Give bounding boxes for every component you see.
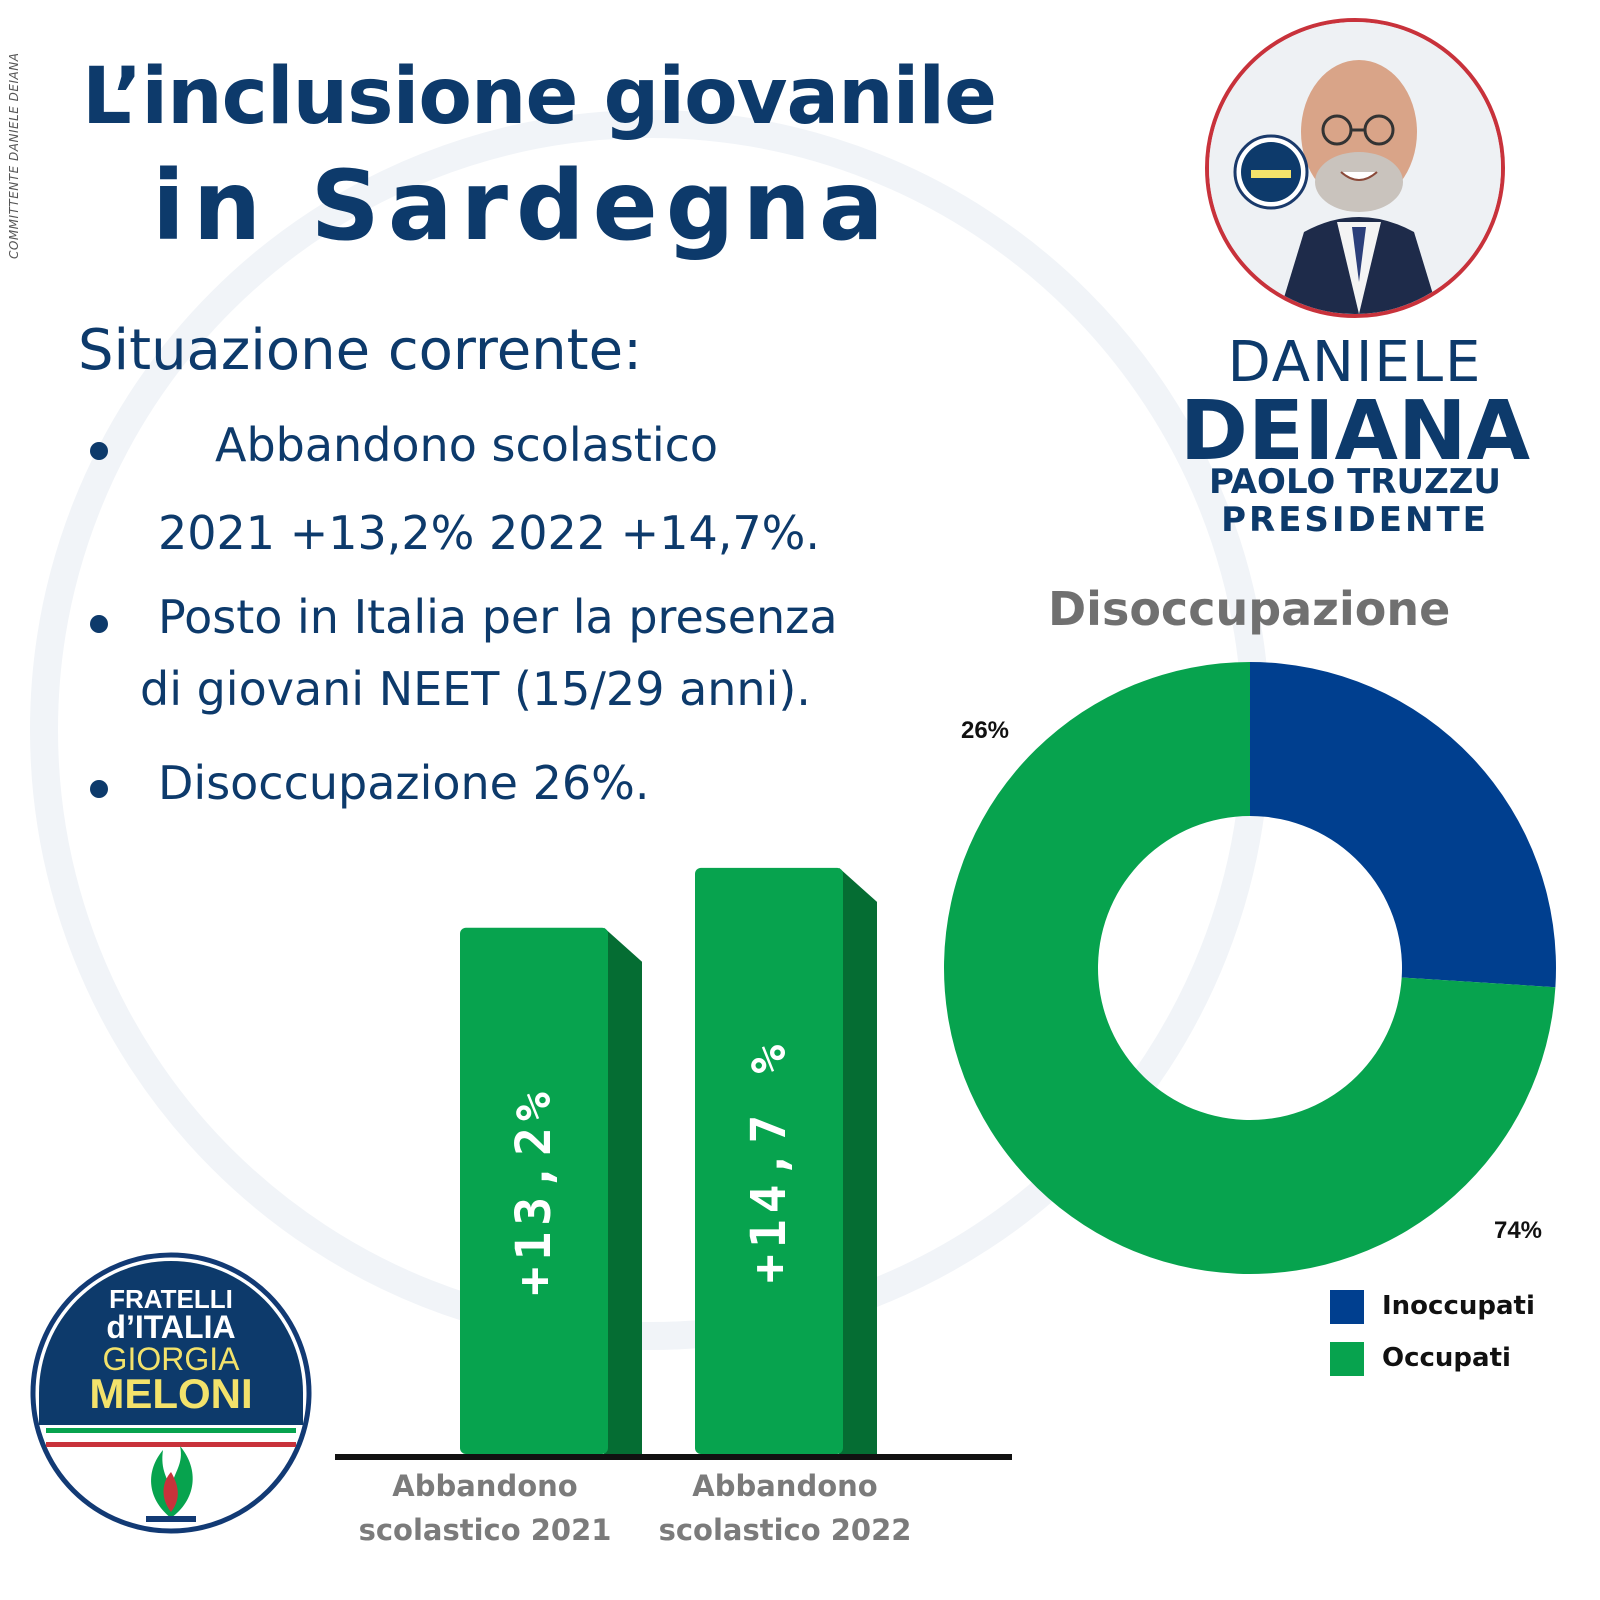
flame-icon-inner (163, 1472, 178, 1512)
party-logo-blue-field (39, 1261, 303, 1425)
party-logo-text-line3: GIORGIA (103, 1341, 241, 1377)
party-logo-text-line4: MELONI (89, 1370, 252, 1417)
bar-value-label: +13,2% (506, 1086, 562, 1295)
donut-value-label: 26% (961, 717, 1009, 744)
legend-label-inoccupati: Inoccupati (1382, 1291, 1535, 1321)
bar-side-face (839, 867, 877, 1454)
bar-category-label: Abbandono scolastico 2021 (358, 1469, 612, 1547)
candidate-photo-illustration (1209, 22, 1501, 314)
bar-value-label: +14,7 % (741, 1039, 797, 1283)
section-heading: Situazione corrente: (78, 318, 642, 383)
donut-slice-occupati (944, 662, 1556, 1274)
flame-icon (151, 1446, 193, 1518)
donut-slice-inoccupati (1250, 662, 1556, 988)
bullet-dot (90, 615, 108, 633)
bullet-neet-line1: Posto in Italia per la presenza (158, 590, 838, 644)
coalition-line1: PAOLO TRUZZU (1208, 462, 1502, 502)
bullet-neet-line2: di giovani NEET (15/29 anni). (140, 662, 811, 716)
party-logo-white-stripe (46, 1435, 296, 1440)
bar-category-label: Abbandono scolastico 2022 (658, 1469, 912, 1547)
party-logo-text-line1: FRATELLI (109, 1284, 233, 1314)
page-title-line2: in Sardegna (152, 150, 892, 262)
party-logo-green-stripe (46, 1428, 296, 1433)
coalition-line2: PRESIDENTE (1221, 500, 1489, 540)
page-title-line1: L’inclusione giovanile (82, 52, 997, 142)
bar (695, 867, 843, 1454)
donut-value-label: 74% (1494, 1217, 1542, 1244)
bullet-abbandono: Abbandono scolastico (215, 418, 719, 472)
legend-swatch-occupati (1330, 1342, 1364, 1376)
party-logo-red-stripe (46, 1442, 296, 1447)
bullet-disoccupazione: Disoccupazione 26%. (158, 756, 650, 810)
candidate-last-name: DEIANA (1179, 384, 1531, 479)
bullet-dot (90, 780, 108, 798)
bar (460, 927, 608, 1454)
candidate-portrait (1205, 18, 1505, 318)
flame-base (146, 1516, 196, 1522)
bullet-abbandono-values: 2021 +13,2% 2022 +14,7%. (158, 506, 820, 560)
legend-swatch-inoccupati (1330, 1290, 1364, 1324)
legend-label-occupati: Occupati (1382, 1343, 1511, 1373)
bullet-dot (90, 442, 108, 460)
committente-note: COMMITTENTE DANIELE DEIANA (7, 52, 21, 259)
donut-chart-title: Disoccupazione (1048, 582, 1451, 636)
bar-chart: +13,2% +14,7 % (335, 867, 1012, 1460)
party-logo-text-line2: d’ITALIA (106, 1309, 235, 1345)
party-logo: FRATELLI d’ITALIA GIORGIA MELONI (30, 1252, 312, 1534)
donut-chart: 26% 74% (944, 662, 1556, 1274)
candidate-first-name: DANIELE (1227, 330, 1483, 395)
bar-side-face (604, 927, 642, 1454)
